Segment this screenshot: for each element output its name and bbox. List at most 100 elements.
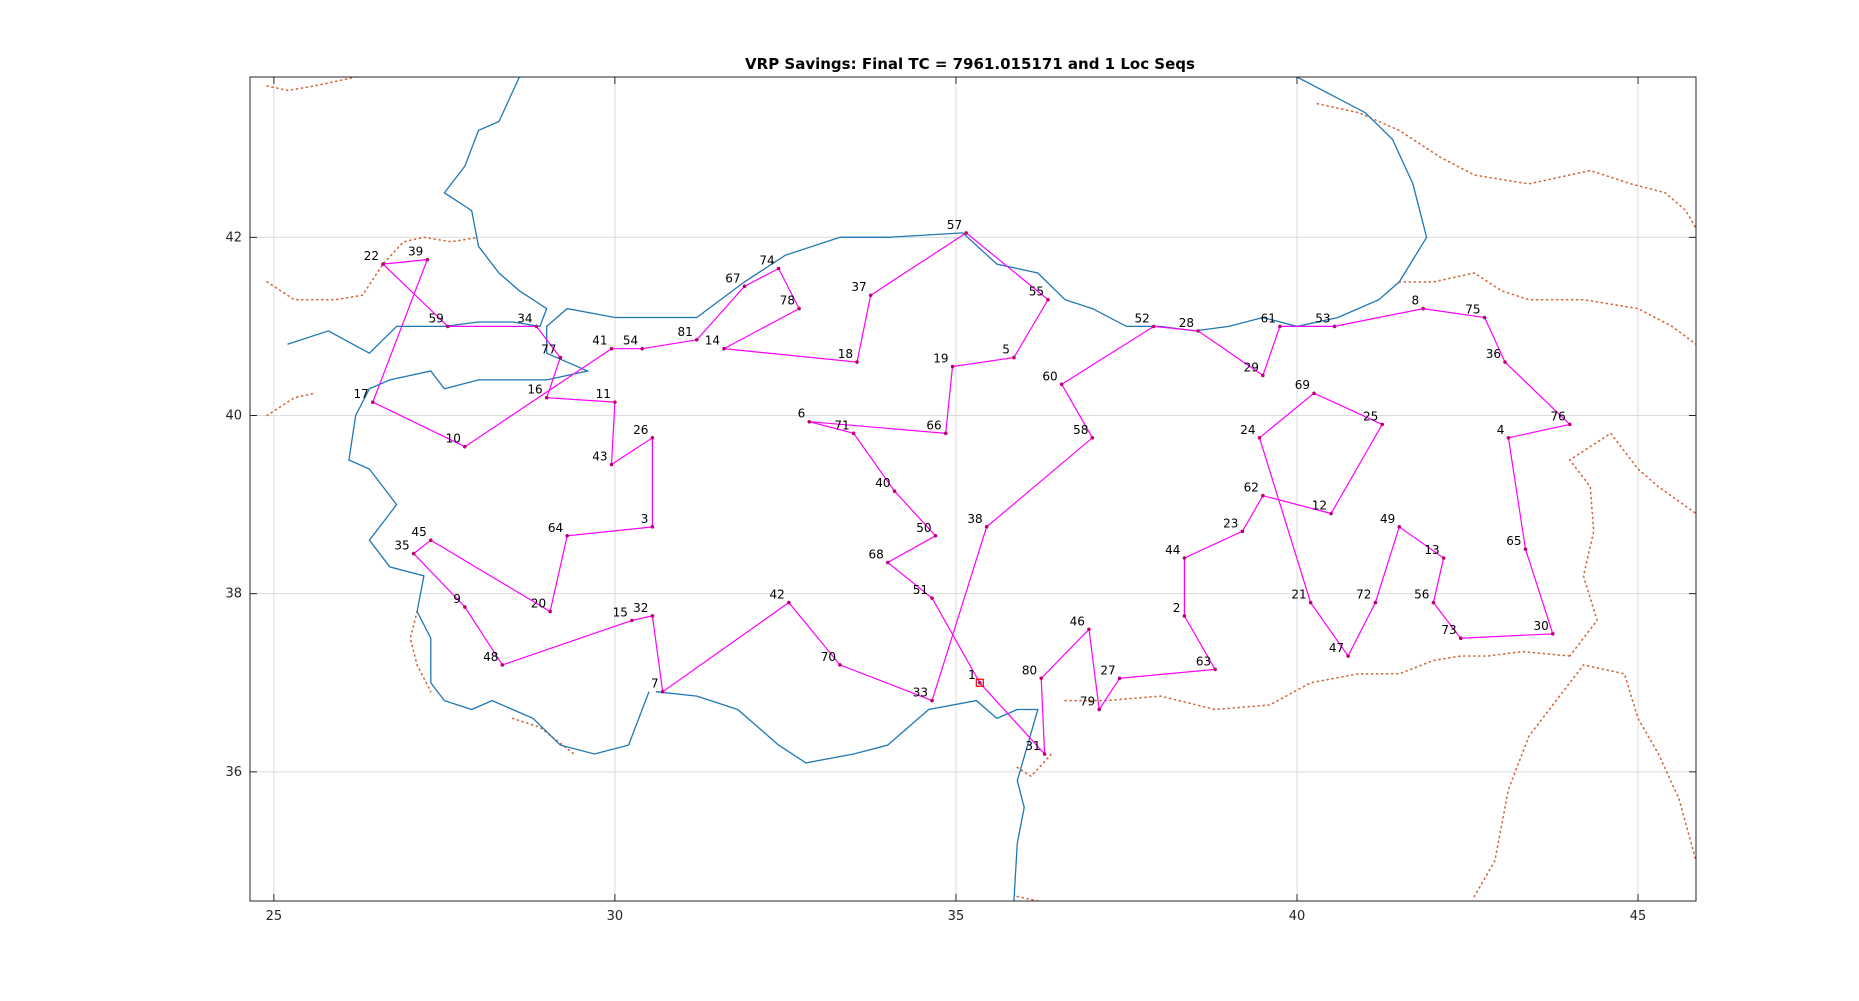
x-tick-label: 35 <box>948 909 965 924</box>
stop-point <box>1312 391 1316 396</box>
stop-label: 78 <box>780 294 795 308</box>
stop-point <box>428 538 433 543</box>
stop-point <box>984 525 989 529</box>
y-tick-label: 36 <box>225 765 242 780</box>
coastline <box>655 691 1039 901</box>
stop-label: 72 <box>1356 588 1371 602</box>
stop-label: 56 <box>1414 588 1429 602</box>
stop-point <box>787 600 791 605</box>
plot-frame <box>249 76 1697 902</box>
stop-label: 80 <box>1022 663 1037 677</box>
y-tick-label: 38 <box>225 587 242 602</box>
stop-label: 51 <box>913 583 928 597</box>
x-tick-label: 25 <box>266 909 283 924</box>
stop-label: 13 <box>1424 543 1439 557</box>
stop-point <box>694 337 699 342</box>
stop-point <box>1090 435 1095 440</box>
stop-label: 24 <box>1240 423 1255 437</box>
stop-label: 21 <box>1291 588 1306 602</box>
stop-point <box>1059 382 1064 387</box>
stop-point <box>1308 600 1313 605</box>
stop-label: 63 <box>1196 654 1211 668</box>
depot-marker <box>975 678 984 687</box>
stop-point <box>381 262 385 266</box>
country-border <box>409 610 432 693</box>
stop-point <box>565 533 569 538</box>
stop-point <box>609 346 614 351</box>
stop-point <box>1182 556 1187 560</box>
stop-point <box>650 525 655 529</box>
stop-point <box>1196 329 1200 333</box>
country-border <box>1473 664 1696 898</box>
stop-point <box>1346 654 1350 658</box>
stop-label: 33 <box>913 686 928 700</box>
stop-label: 34 <box>517 311 532 325</box>
stop-label: 25 <box>1363 409 1378 423</box>
stop-label: 7 <box>651 677 659 691</box>
coastline <box>287 77 548 355</box>
stop-label: 10 <box>446 432 461 446</box>
stop-label: 74 <box>759 254 774 268</box>
y-tick-label: 42 <box>225 230 242 245</box>
stop-point <box>1117 676 1122 681</box>
stop-point <box>411 551 416 556</box>
stop-label: 52 <box>1134 311 1149 325</box>
stop-label: 30 <box>1533 619 1548 633</box>
stop-label: 77 <box>541 343 556 357</box>
stop-label: 73 <box>1441 623 1456 637</box>
stop-label: 20 <box>531 596 546 610</box>
stop-label: 19 <box>933 352 948 366</box>
stop-point <box>463 605 467 609</box>
stop-label: 8 <box>1412 294 1420 308</box>
stop-point <box>1397 525 1402 529</box>
stop-point <box>1329 511 1333 516</box>
stop-point <box>1380 422 1385 427</box>
stop-point <box>722 346 726 351</box>
country-border <box>1398 272 1696 346</box>
stop-point <box>425 257 430 262</box>
stop-label: 53 <box>1315 311 1330 325</box>
country-border <box>1316 102 1696 230</box>
stop-point <box>1373 600 1378 605</box>
stop-point <box>1278 324 1282 329</box>
stop-point <box>1087 627 1091 632</box>
stop-point <box>1261 373 1265 378</box>
stop-point <box>1550 631 1555 636</box>
stop-label: 6 <box>798 407 806 421</box>
stop-point <box>1441 556 1446 560</box>
stop-label: 50 <box>916 521 931 535</box>
country-border <box>266 236 480 301</box>
stop-point <box>797 306 801 311</box>
stop-point <box>943 431 948 436</box>
stop-label: 55 <box>1029 285 1044 299</box>
stop-label: 66 <box>926 418 941 432</box>
stop-point <box>1523 547 1528 551</box>
stop-point <box>1431 600 1436 605</box>
stop-label: 16 <box>527 383 542 397</box>
stop-point <box>1097 707 1101 712</box>
stop-label: 54 <box>623 334 638 348</box>
grid-layer <box>250 77 1696 901</box>
stop-point <box>1503 360 1507 364</box>
stop-point <box>370 400 375 404</box>
stop-point <box>446 324 450 329</box>
stop-label: 61 <box>1261 311 1276 325</box>
stop-label: 2 <box>1173 601 1181 615</box>
stop-label: 71 <box>834 418 849 432</box>
stop-label: 57 <box>947 218 962 232</box>
stop-label: 43 <box>592 450 607 464</box>
stop-label: 18 <box>838 347 853 361</box>
stop-label: 31 <box>1025 739 1040 753</box>
stop-point <box>548 609 552 614</box>
map-layer <box>266 77 1696 901</box>
stop-label: 64 <box>548 521 563 535</box>
country-border <box>1568 432 1696 657</box>
stop-label: 23 <box>1223 516 1238 530</box>
stop-label: 42 <box>770 588 785 602</box>
coastline <box>348 77 1428 755</box>
stop-label: 35 <box>394 539 409 553</box>
stop-point <box>544 395 549 400</box>
stop-point <box>1332 324 1337 329</box>
stop-label: 76 <box>1551 409 1566 423</box>
